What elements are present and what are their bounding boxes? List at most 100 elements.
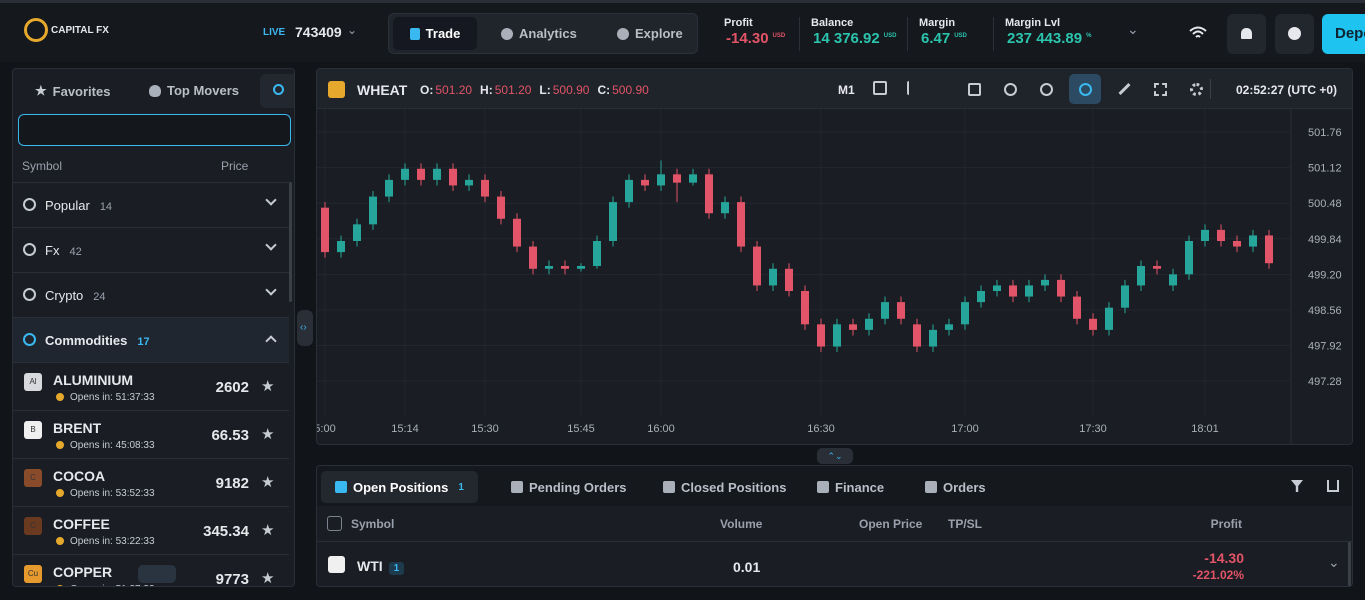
instrument-opens: Opens in: 51:37:33	[70, 584, 155, 586]
favorite-star[interactable]: ★	[261, 426, 275, 443]
icon	[409, 27, 420, 40]
tab-trade[interactable]: Trade	[393, 17, 477, 50]
tab-count: 1	[458, 481, 464, 493]
instrument-icon: Cu	[24, 565, 42, 583]
moon-icon	[56, 537, 64, 545]
scroll-toggle[interactable]	[138, 565, 176, 583]
positions-tabs: Open Positions 1 Pending Orders Closed Posi…	[317, 466, 1352, 506]
instrument-row[interactable]: B BRENT Opens in: 45:08:33 66.53 ★	[13, 410, 289, 458]
stat-number: 14 376.92	[813, 30, 880, 47]
instrument-price: 345.34	[203, 523, 249, 540]
row-expand[interactable]: ⌄	[1328, 554, 1340, 570]
stat-number: -14.30	[726, 30, 769, 47]
candle-body	[1249, 235, 1257, 247]
candle-body	[801, 291, 809, 325]
y-tick-label: 501.12	[1308, 163, 1342, 175]
candle-body	[961, 302, 969, 325]
symbol[interactable]: WHEAT	[357, 82, 408, 98]
candle-body	[817, 324, 825, 347]
profile-button[interactable]	[1275, 14, 1314, 54]
tab-explore[interactable]: Explore	[617, 26, 683, 41]
instrument-row[interactable]: C COFFEE Opens in: 53:22:33 345.34 ★	[13, 506, 289, 554]
sidebar-tab-favorites[interactable]: ★ Favorites	[35, 83, 110, 99]
positions-tab[interactable]: Orders	[911, 471, 1000, 503]
positions-tab[interactable]: Closed Positions	[649, 471, 800, 503]
tab-analytics[interactable]: Analytics	[501, 26, 577, 41]
favorite-star[interactable]: ★	[261, 522, 275, 539]
account-chevron[interactable]: ⌄	[347, 23, 358, 37]
candle-body	[849, 324, 857, 330]
x-tick-label: 17:00	[951, 423, 979, 435]
x-tick-label: 16:00	[647, 423, 675, 435]
instrument-row[interactable]: Cu COPPER Opens in: 51:37:33 9773 ★	[13, 554, 289, 587]
instrument-price: 9182	[215, 475, 249, 492]
group-name: Popular	[45, 198, 90, 213]
group-row[interactable]: Popular 14	[13, 182, 289, 227]
candle-body	[1121, 285, 1129, 308]
stats-chevron[interactable]: ⌄	[1127, 21, 1139, 37]
account-number[interactable]: 743409	[295, 24, 342, 40]
y-tick-label: 500.48	[1308, 198, 1342, 210]
instrument-name: COPPER	[53, 564, 113, 580]
candle-body	[721, 202, 729, 214]
select-all[interactable]	[327, 516, 342, 531]
notifications-button[interactable]	[1227, 14, 1266, 54]
instrument-row[interactable]: Al ALUMINIUM Opens in: 51:37:33 2602 ★	[13, 362, 289, 410]
sidebar: ★ Favorites Top Movers Symbol Price Popul…	[12, 68, 295, 587]
resize-handle[interactable]: ⌃⌄	[817, 448, 853, 464]
wifi-icon	[1189, 26, 1207, 38]
candle-body	[1169, 274, 1177, 286]
row-symbol: WTI 1	[357, 558, 405, 575]
collapse-handle[interactable]: ‹›	[297, 310, 313, 346]
deposit-label: Depo	[1335, 25, 1365, 42]
positions-tab[interactable]: Open Positions 1	[321, 471, 478, 503]
favorite-star[interactable]: ★	[261, 570, 275, 587]
rect-tool[interactable]	[961, 76, 987, 102]
timeframe[interactable]: M1	[838, 83, 855, 97]
tab-label: Open Positions	[353, 479, 449, 495]
y-tick-label: 498.56	[1308, 305, 1342, 317]
sidebar-tab-top-movers[interactable]: Top Movers	[149, 83, 239, 98]
candle-type-icon[interactable]	[873, 81, 887, 95]
zoom-out[interactable]	[997, 76, 1023, 102]
row-volume: 0.01	[733, 559, 761, 575]
instrument-price: 9773	[215, 571, 249, 587]
deposit-button[interactable]: Depo	[1322, 14, 1365, 54]
favorite-star[interactable]: ★	[261, 474, 275, 491]
positions-tab[interactable]: Pending Orders	[497, 471, 641, 503]
candle-body	[369, 196, 377, 225]
scrollbar	[289, 182, 292, 302]
settings[interactable]	[1183, 76, 1209, 102]
group-count: 42	[69, 246, 82, 258]
candle-body	[353, 224, 361, 241]
instrument-price: 2602	[215, 379, 249, 396]
search-tab[interactable]	[260, 74, 294, 108]
indicators-icon[interactable]	[907, 81, 921, 95]
group-row[interactable]: Commodities 17	[13, 317, 289, 362]
group-name: Fx	[45, 243, 60, 258]
position-row[interactable]: WTI 1 0.01 -14.30 -221.02% ⌄	[317, 541, 1352, 586]
star-icon: ★	[35, 83, 47, 98]
candle-body	[625, 179, 633, 203]
favorite-star[interactable]: ★	[261, 378, 275, 395]
zoom-in[interactable]	[1033, 76, 1059, 102]
group-row[interactable]: Fx 42	[13, 227, 289, 272]
tab-label: Analytics	[519, 26, 577, 41]
icon	[501, 27, 513, 40]
crosshair[interactable]	[1069, 74, 1101, 104]
group-row[interactable]: Crypto 24	[13, 272, 289, 317]
candle-body	[609, 202, 617, 241]
logo[interactable]: CAPITAL FX	[51, 25, 109, 36]
candle-body	[753, 246, 761, 286]
ohlc-label: O:	[420, 83, 434, 97]
candle-body	[433, 168, 441, 180]
instrument-row[interactable]: C COCOA Opens in: 53:52:33 9182 ★	[13, 458, 289, 506]
icon	[617, 27, 629, 40]
draw-tool[interactable]	[1111, 76, 1137, 102]
fullscreen[interactable]	[1147, 76, 1173, 102]
candle-body	[897, 302, 905, 319]
search-input[interactable]	[18, 114, 291, 146]
group-chevron	[265, 239, 277, 251]
positions-tab[interactable]: Finance	[803, 471, 898, 503]
export-icon[interactable]	[1327, 480, 1339, 492]
